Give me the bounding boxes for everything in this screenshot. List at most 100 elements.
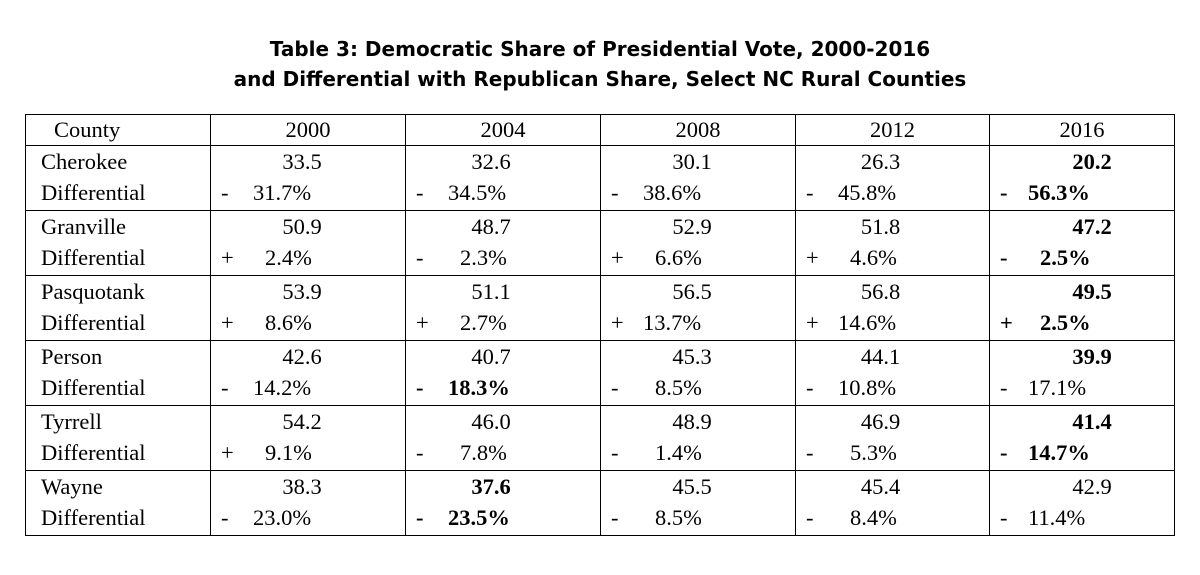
differential-percent: 14.6%	[838, 310, 897, 335]
vote-share-value: 41.4	[1072, 409, 1112, 434]
year-cell: 26.3 -45.8%	[795, 145, 990, 211]
differential-percent: 11.4%	[1028, 505, 1086, 530]
year-cell: 49.5 +2.5%	[989, 275, 1175, 341]
differential-label: Differential	[41, 245, 146, 270]
differential-line: -18.3%	[406, 372, 600, 403]
differential-sign: -	[221, 505, 229, 530]
differential-sign: -	[611, 505, 619, 530]
year-cell: 56.5 +13.7%	[600, 275, 796, 341]
differential-percent: 34.5%	[448, 180, 507, 205]
differential-percent: 23.5%	[448, 505, 510, 530]
year-cell: 54.2 +9.1%	[210, 405, 406, 471]
differential-line: - 7.8%	[406, 437, 600, 468]
header-row: County 2000 2004 2008 2012 2016	[25, 114, 1175, 146]
differential-percent: 10.8%	[838, 375, 897, 400]
header-2012: 2012	[795, 114, 990, 146]
differential-percent: 2.5%	[1040, 310, 1091, 335]
differential-line: +13.7%	[601, 307, 795, 338]
differential-label: Differential	[41, 310, 146, 335]
table-row: Granville Differential 50.9 +2.4% 48.7 - 2.3% 5…	[25, 210, 1175, 276]
year-cell: 52.9 +6.6%	[600, 210, 796, 276]
county-cell: Wayne Differential	[25, 470, 211, 536]
county-name: Granville	[41, 214, 126, 239]
differential-line: - 2.3%	[406, 242, 600, 273]
year-cell: 40.7 -18.3%	[405, 340, 601, 406]
differential-line: -23.5%	[406, 502, 600, 533]
vote-share-value: 39.9	[1072, 344, 1112, 369]
differential-percent: 8.6%	[265, 310, 312, 335]
year-cell: 46.9 - 5.3%	[795, 405, 990, 471]
differential-line: -10.8%	[796, 372, 989, 403]
year-cell: 44.1 -10.8%	[795, 340, 990, 406]
vote-share-value: 44.1	[860, 344, 901, 369]
differential-line: -56.3%	[990, 177, 1174, 208]
differential-sign: -	[806, 505, 814, 530]
differential-line: -23.0%	[211, 502, 405, 533]
table-row: Person Differential 42.6-14.2% 40.7-18.3% 45…	[25, 340, 1175, 406]
header-2004: 2004	[405, 114, 601, 146]
differential-sign: -	[1000, 375, 1008, 400]
differential-sign: -	[806, 180, 814, 205]
differential-sign: -	[806, 375, 814, 400]
vote-share-value: 52.9	[672, 214, 712, 239]
county-name: Wayne	[41, 474, 103, 499]
county-name: Tyrrell	[41, 409, 102, 434]
differential-sign: -	[611, 440, 619, 465]
vote-share-value: 45.5	[672, 474, 712, 499]
differential-line: -45.8%	[796, 177, 989, 208]
differential-line: +2.7%	[406, 307, 600, 338]
vote-share-value: 51.1	[471, 279, 511, 304]
vote-share-value: 38.3	[282, 474, 322, 499]
differential-line: - 2.5%	[990, 242, 1174, 273]
vote-share-value: 48.7	[471, 214, 511, 239]
differential-line: -17.1%	[990, 372, 1174, 403]
table-row: Cherokee Differential 33.5-31.7% 32.6-34.5%…	[25, 145, 1175, 211]
differential-percent: 14.7%	[1028, 440, 1090, 465]
year-cell: 45.4 - 8.4%	[795, 470, 990, 536]
year-cell: 42.6 -14.2%	[210, 340, 406, 406]
county-cell: Granville Differential	[25, 210, 211, 276]
differential-sign: -	[221, 180, 229, 205]
title-line-2: and Differential with Republican Share, …	[233, 67, 967, 91]
vote-share-value: 56.5	[672, 279, 712, 304]
vote-share-value: 42.6	[282, 344, 322, 369]
vote-share-value: 42.9	[1072, 474, 1112, 499]
differential-sign: -	[1000, 505, 1008, 530]
vote-share-value: 30.1	[672, 149, 712, 174]
vote-share-value: 20.2	[1072, 149, 1112, 174]
differential-percent: 18.3%	[448, 375, 510, 400]
differential-line: +2.5%	[990, 307, 1174, 338]
year-cell: 56.8 +14.6%	[795, 275, 990, 341]
differential-line: +6.6%	[601, 242, 795, 273]
differential-sign: -	[416, 245, 424, 270]
vote-share-value: 46.0	[471, 409, 511, 434]
differential-sign: -	[416, 180, 424, 205]
year-cell: 41.4 -14.7%	[989, 405, 1175, 471]
differential-sign: -	[416, 440, 424, 465]
county-cell: Tyrrell Differential	[25, 405, 211, 471]
differential-label: Differential	[41, 375, 146, 400]
differential-percent: 38.6%	[643, 180, 702, 205]
differential-percent: 9.1%	[265, 440, 312, 465]
differential-line: - 8.4%	[796, 502, 989, 533]
vote-share-value: 26.3	[860, 149, 901, 174]
differential-percent: 2.7%	[460, 310, 507, 335]
county-name: Person	[41, 344, 103, 369]
differential-line: +4.6%	[796, 242, 989, 273]
vote-share-value: 33.5	[282, 149, 322, 174]
differential-percent: 7.8%	[460, 440, 507, 465]
differential-sign: -	[611, 180, 619, 205]
differential-percent: 2.4%	[265, 245, 312, 270]
differential-sign: +	[806, 310, 819, 335]
differential-percent: 14.2%	[253, 375, 312, 400]
differential-sign: -	[1000, 245, 1008, 270]
differential-line: - 8.5%	[601, 372, 795, 403]
year-cell: 51.8 +4.6%	[795, 210, 990, 276]
differential-percent: 45.8%	[838, 180, 897, 205]
differential-label: Differential	[41, 505, 146, 530]
differential-sign: -	[416, 375, 424, 400]
differential-line: +2.4%	[211, 242, 405, 273]
vote-share-value: 48.9	[672, 409, 712, 434]
county-cell: Cherokee Differential	[25, 145, 211, 211]
differential-line: - 1.4%	[601, 437, 795, 468]
